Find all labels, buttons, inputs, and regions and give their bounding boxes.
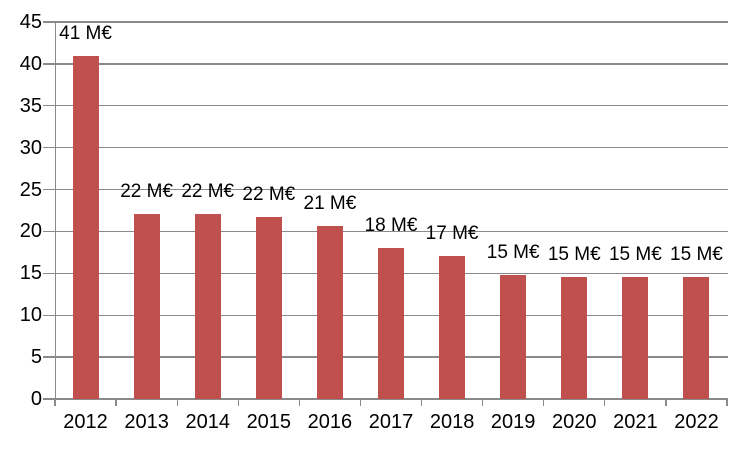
x-axis-label-2014: 2014 [185, 411, 230, 433]
x-axis-tick-0 [54, 399, 56, 406]
y-axis-tick-5 [43, 356, 55, 358]
gridline-y-20 [55, 230, 728, 233]
y-axis-tick-45 [43, 21, 55, 23]
x-axis-label-2022: 2022 [674, 411, 719, 433]
y-axis-tick-15 [43, 272, 55, 274]
bar-2021 [622, 276, 649, 399]
y-axis-label-40: 40 [19, 52, 42, 75]
x-axis-label-2015: 2015 [246, 411, 292, 433]
gridline-y-40 [55, 63, 728, 65]
gridline-y-45 [55, 21, 728, 23]
bar-2016 [316, 225, 343, 399]
data-label-2012: 41 M€ [59, 22, 112, 44]
data-label-2016: 21 M€ [303, 192, 357, 214]
y-axis-label-35: 35 [19, 94, 42, 117]
gridline-y-0 [55, 398, 728, 400]
y-axis-label-30: 30 [19, 136, 42, 159]
x-axis-tick-9 [604, 399, 606, 406]
y-axis-line [55, 22, 57, 400]
x-axis-label-2021: 2021 [613, 411, 658, 433]
x-axis-label-2017: 2017 [368, 411, 414, 433]
x-axis-tick-4 [298, 399, 300, 406]
bar-2017 [378, 248, 404, 399]
x-axis-tick-3 [237, 399, 239, 406]
bar-2022 [683, 276, 710, 399]
x-axis-tick-5 [359, 399, 362, 406]
data-label-2021: 15 M€ [608, 243, 662, 265]
y-axis-tick-35 [43, 105, 55, 107]
data-label-2019: 15 M€ [486, 242, 540, 263]
y-axis-label-0: 0 [30, 388, 42, 410]
x-axis-label-2012: 2012 [63, 411, 108, 433]
y-axis-label-10: 10 [19, 304, 42, 327]
y-axis-tick-0 [43, 398, 55, 400]
x-axis-tick-2 [176, 399, 178, 406]
x-axis-tick-8 [543, 399, 545, 406]
y-axis-tick-20 [43, 230, 55, 233]
bar-2012 [72, 55, 99, 399]
data-label-2018: 17 M€ [425, 222, 479, 244]
y-axis-tick-10 [43, 314, 55, 316]
x-axis-label-2016: 2016 [307, 411, 353, 433]
gridline-y-25 [55, 188, 728, 191]
y-axis-label-45: 45 [19, 11, 42, 33]
data-label-2013: 22 M€ [120, 180, 174, 202]
x-axis-label-2018: 2018 [429, 411, 475, 433]
x-axis-label-2013: 2013 [124, 411, 169, 433]
x-axis-tick-1 [115, 399, 117, 406]
x-axis-label-2020: 2020 [552, 411, 597, 433]
y-axis-tick-40 [43, 63, 55, 65]
data-label-2014: 22 M€ [181, 180, 235, 202]
data-label-2020: 15 M€ [547, 243, 601, 265]
y-axis-label-25: 25 [19, 178, 42, 201]
x-axis-tick-11 [726, 399, 728, 406]
gridline-y-30 [55, 147, 728, 149]
bar-2015 [255, 217, 282, 399]
y-axis-tick-25 [43, 188, 55, 191]
x-axis-tick-7 [481, 399, 484, 406]
x-axis-tick-6 [420, 399, 423, 406]
gridline-y-35 [55, 105, 728, 107]
bar-2020 [561, 276, 588, 399]
bar-2018 [439, 255, 466, 399]
bar-2013 [133, 213, 160, 399]
y-axis-label-5: 5 [30, 346, 42, 369]
x-axis-tick-10 [665, 399, 667, 406]
y-axis-label-20: 20 [19, 220, 42, 243]
data-label-2022: 15 M€ [670, 243, 723, 265]
bar-2019 [500, 275, 527, 399]
x-axis-label-2019: 2019 [490, 411, 536, 433]
data-label-2015: 22 M€ [242, 184, 296, 206]
data-label-2017: 18 M€ [364, 215, 418, 237]
y-axis-label-15: 15 [19, 262, 42, 285]
bar-2014 [194, 213, 221, 399]
y-axis-tick-30 [43, 147, 55, 149]
